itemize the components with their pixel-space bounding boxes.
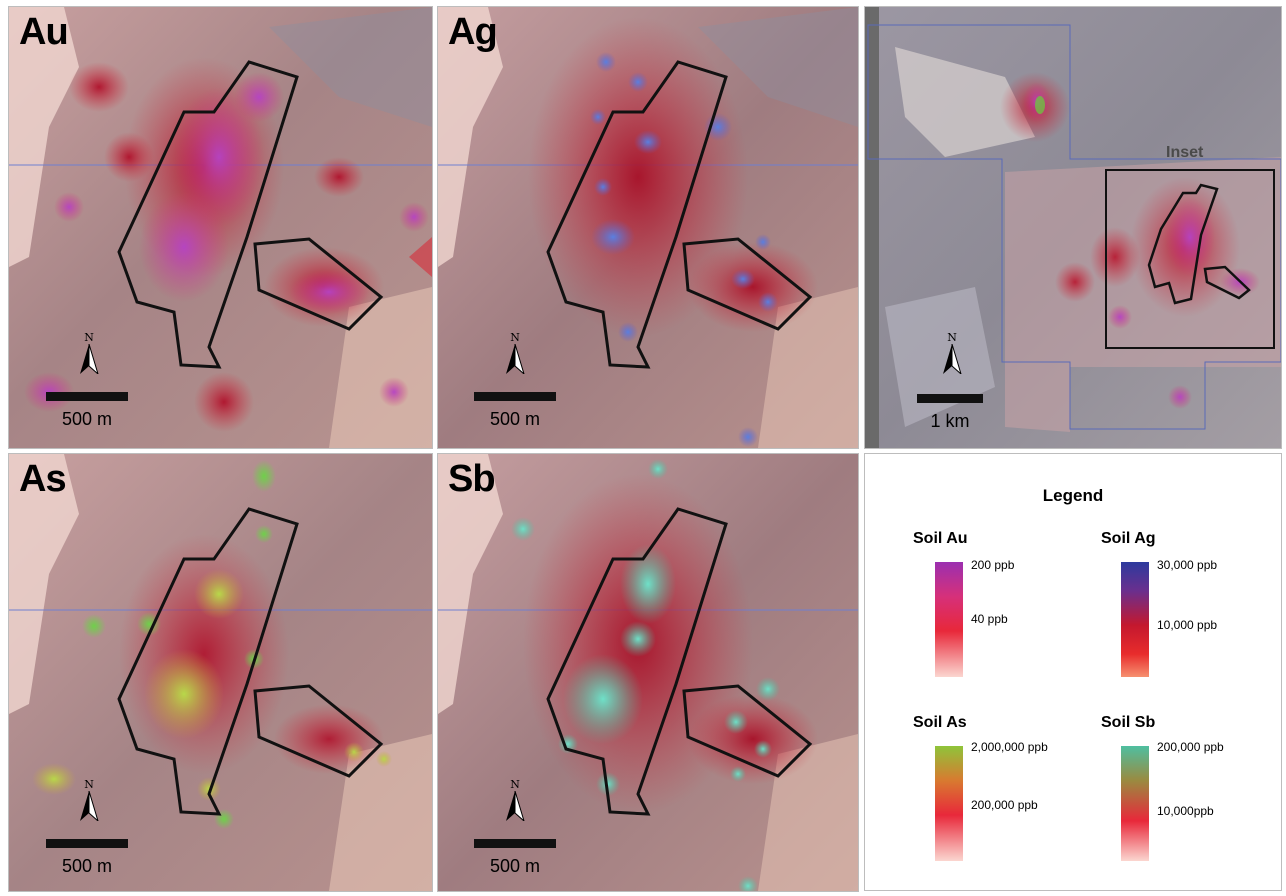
north-arrow-icon: N (504, 779, 526, 821)
scale-label: 500 m (61, 856, 113, 876)
scale-bar (474, 839, 556, 848)
north-label: N (947, 331, 957, 344)
as-map-panel: As N 500 m (8, 453, 433, 892)
legend-as-max: 2,000,000 ppb (971, 740, 1048, 754)
overview-map (865, 7, 1281, 448)
legend-title: Legend (1042, 486, 1104, 505)
au-map-panel: Au N 500 m (8, 6, 433, 449)
legend-au-colorbar (935, 562, 963, 677)
au-panel-title: Au (19, 11, 69, 53)
scale-label: 1 km (930, 411, 970, 431)
au-soil-map (9, 7, 432, 448)
legend-sb-max: 200,000 ppb (1157, 740, 1224, 754)
legend-as-mid: 200,000 ppb (971, 798, 1038, 812)
legend-au-label: Soil Au (913, 530, 968, 547)
north-label: N (84, 778, 94, 791)
legend-ag-colorbar (1121, 562, 1149, 677)
legend-as-label: Soil As (913, 714, 967, 731)
legend-ag-max: 30,000 ppb (1157, 558, 1218, 572)
sb-map-panel: Sb N 500 m (437, 453, 859, 892)
ag-panel-title: Ag (448, 11, 498, 53)
scale-bar (917, 394, 983, 403)
legend-ag-mid: 10,000 ppb (1157, 618, 1218, 632)
legend-sb-colorbar (1121, 746, 1149, 861)
sb-panel-title: Sb (448, 458, 496, 500)
scale-label: 500 m (489, 409, 541, 429)
north-label: N (510, 331, 520, 344)
north-label: N (84, 331, 94, 344)
north-arrow-icon: N (504, 332, 526, 374)
scale-bar (474, 392, 556, 401)
scale-label: 500 m (61, 409, 113, 429)
as-panel-title: As (19, 458, 67, 500)
ag-soil-map (438, 7, 858, 448)
inset-label: Inset (1166, 144, 1204, 161)
scale-label: 500 m (489, 856, 541, 876)
north-label: N (510, 778, 520, 791)
scale-bar (46, 839, 128, 848)
legend-sb-label: Soil Sb (1101, 714, 1156, 731)
north-arrow-icon: N (78, 779, 100, 821)
sb-soil-map (438, 454, 858, 891)
overview-map-panel: Inset N 1 km (864, 6, 1282, 449)
legend-ag-label: Soil Ag (1101, 530, 1156, 547)
legend-as-colorbar (935, 746, 963, 861)
ag-map-panel: Ag N 500 m (437, 6, 859, 449)
north-arrow-icon: N (941, 332, 963, 374)
legend-au-max: 200 ppb (971, 558, 1015, 572)
north-arrow-icon: N (78, 332, 100, 374)
as-soil-map (9, 454, 432, 891)
legend-sb-mid: 10,000ppb (1157, 804, 1214, 818)
legend-au-mid: 40 ppb (971, 612, 1008, 626)
scale-bar (46, 392, 128, 401)
legend-panel: Legend Soil Au 200 ppb 40 ppb Soil Ag 30… (864, 453, 1282, 891)
